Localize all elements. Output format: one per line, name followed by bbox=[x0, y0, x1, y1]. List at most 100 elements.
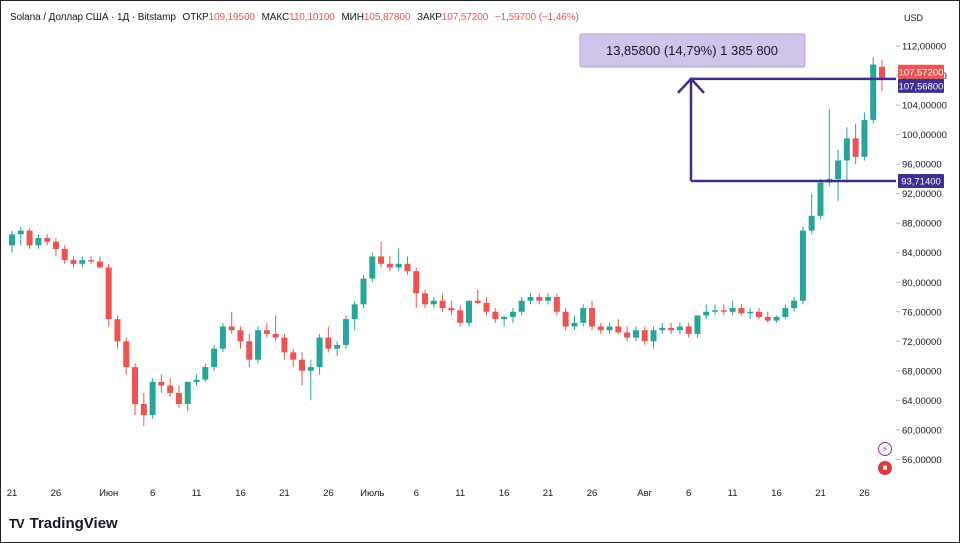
candle-body bbox=[123, 341, 130, 368]
y-tick-label: 60,00000 bbox=[902, 425, 942, 436]
close-value: 107,57200 bbox=[441, 12, 489, 23]
candle-body bbox=[334, 344, 341, 349]
candle-body bbox=[712, 310, 719, 312]
y-tick-label: 112,00000 bbox=[902, 42, 946, 53]
x-tick-label: 26 bbox=[323, 488, 334, 499]
y-tick-label: 76,00000 bbox=[902, 307, 942, 318]
candle-body bbox=[764, 316, 771, 321]
y-tick-label: 84,00000 bbox=[902, 248, 942, 259]
measure-to-price-tag-bg bbox=[898, 78, 944, 93]
x-tick-label: 11 bbox=[728, 488, 738, 499]
y-tick-label: 72,00000 bbox=[902, 337, 942, 348]
candle-body bbox=[211, 348, 218, 368]
y-tick-label: 104,00000 bbox=[902, 101, 947, 112]
last-price-tag: 107,57200 bbox=[899, 67, 944, 78]
candle-body bbox=[263, 330, 270, 334]
candle-body bbox=[325, 337, 332, 349]
candle-body bbox=[694, 315, 701, 334]
x-tick-label: 11 bbox=[192, 488, 202, 499]
candle-body bbox=[597, 326, 604, 331]
candle-body bbox=[509, 311, 516, 317]
candle-body bbox=[589, 308, 595, 327]
candle-body bbox=[378, 256, 385, 264]
x-tick-label: 21 bbox=[543, 488, 554, 499]
open-label: ОТКР bbox=[182, 12, 209, 23]
candle-body bbox=[316, 337, 323, 368]
candle-body bbox=[26, 230, 33, 246]
candle-body bbox=[114, 319, 121, 342]
candle-body bbox=[17, 230, 24, 235]
candle-body bbox=[228, 326, 235, 331]
y-tick-label: 56,00000 bbox=[902, 455, 942, 466]
symbol-header: Solana / Доллар США · 1Д · Bitstamp ОТКР… bbox=[10, 12, 579, 23]
candle-body bbox=[835, 160, 842, 179]
measure-label: 13,85800 (14,79%) 1 385 800 bbox=[606, 43, 778, 58]
candle-body bbox=[861, 119, 868, 157]
candle-body bbox=[527, 297, 534, 301]
candle-body bbox=[843, 138, 850, 161]
candle-body bbox=[439, 300, 446, 309]
candle-body bbox=[852, 138, 859, 157]
candle-body bbox=[545, 297, 552, 301]
last-price-tag-bg bbox=[898, 64, 944, 79]
candle-body bbox=[650, 330, 657, 342]
candle-body bbox=[606, 326, 613, 331]
currency-label[interactable]: USD bbox=[904, 13, 924, 23]
candle-body bbox=[632, 330, 639, 338]
close-label: ЗАКР bbox=[416, 12, 442, 23]
x-tick-label: 6 bbox=[150, 488, 155, 499]
candle-body bbox=[562, 311, 569, 327]
x-tick-label: 6 bbox=[414, 488, 419, 499]
measure-from-price-tag: 93,71400 bbox=[901, 177, 941, 188]
high-label: МАКС bbox=[261, 12, 290, 23]
x-tick-label: 11 bbox=[455, 488, 465, 499]
tradingview-logo[interactable]: TV TradingView bbox=[9, 515, 118, 532]
candle-body bbox=[703, 311, 710, 316]
lightning-icon[interactable]: ⚡ bbox=[878, 442, 892, 456]
candle-body bbox=[580, 308, 587, 323]
candle-body bbox=[237, 330, 244, 342]
candle-body bbox=[255, 330, 262, 360]
candle-body bbox=[184, 381, 191, 404]
symbol-title[interactable]: Solana / Доллар США · 1Д · Bitstamp bbox=[10, 12, 176, 23]
y-tick-label: 88,00000 bbox=[902, 219, 942, 230]
candle-body bbox=[536, 297, 543, 301]
candle-body bbox=[175, 392, 182, 404]
x-tick-label: 6 bbox=[686, 488, 691, 499]
candle-body bbox=[35, 237, 42, 246]
candle-body bbox=[553, 297, 560, 312]
candle-body bbox=[386, 263, 393, 268]
candle-body bbox=[870, 64, 877, 120]
y-tick-label: 80,00000 bbox=[902, 278, 942, 289]
candle-body bbox=[799, 230, 806, 301]
y-tick-label: 100,00000 bbox=[902, 130, 947, 141]
candle-body bbox=[395, 263, 402, 268]
candle-body bbox=[685, 326, 692, 334]
candle-body bbox=[729, 308, 736, 312]
high-value: 110,10100 bbox=[289, 12, 335, 23]
candle-body bbox=[140, 404, 147, 416]
candle-body bbox=[193, 379, 200, 382]
candle-body bbox=[88, 260, 95, 262]
candle-body bbox=[483, 302, 490, 312]
us-flag-icon[interactable]: ■ bbox=[878, 461, 892, 475]
x-tick-label: 21 bbox=[815, 488, 826, 499]
candle-body bbox=[158, 381, 165, 386]
low-label: МИН bbox=[341, 12, 364, 23]
low-value: 105,87800 bbox=[363, 12, 411, 23]
candle-body bbox=[202, 367, 209, 380]
measure-from-price-tag-bg bbox=[898, 174, 944, 189]
candle-body bbox=[808, 215, 815, 231]
candle-body bbox=[299, 359, 305, 371]
candle-body bbox=[738, 308, 745, 314]
y-tick-label: 64,00000 bbox=[902, 396, 942, 407]
candle-body bbox=[492, 311, 499, 320]
candle-body bbox=[9, 234, 15, 246]
x-tick-label: 26 bbox=[587, 488, 598, 499]
candle-body bbox=[430, 300, 437, 305]
candle-body bbox=[624, 332, 631, 338]
change-value: −1,59700 (−1,46%) bbox=[494, 12, 579, 23]
candle-body bbox=[668, 328, 675, 331]
candle-body bbox=[246, 341, 253, 360]
